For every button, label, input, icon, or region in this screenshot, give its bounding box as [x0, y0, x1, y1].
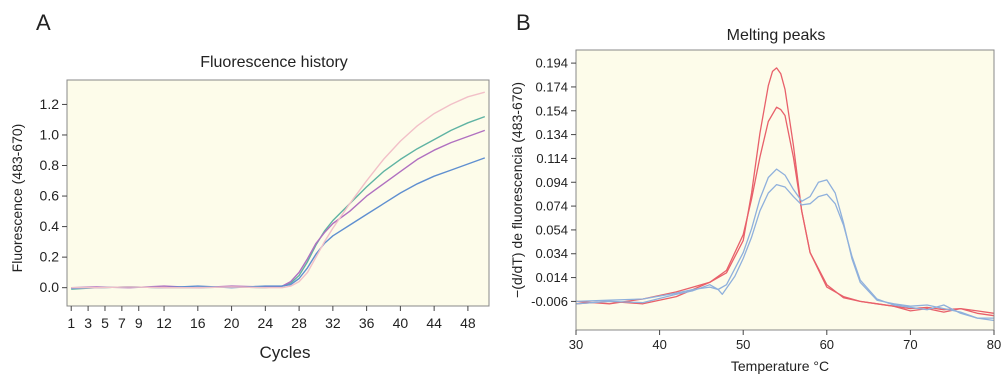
chart-a-x-tick-label: 28 — [291, 315, 307, 331]
chart-a-plot-area — [67, 80, 489, 306]
chart-a-x-tick-label: 7 — [118, 315, 126, 331]
chart-b-y-tick-label: -0.006 — [531, 294, 568, 309]
chart-a-series-group — [71, 91, 486, 290]
chart-b-y-tick-label: 0.134 — [535, 127, 568, 142]
chart-b-x-label: Temperature °C — [731, 358, 829, 374]
chart-a-y-ticks: 0.0 0.2 0.4 0.6 0.8 1.0 1.2 — [40, 96, 67, 295]
chart-a-y-tick-label: 1.2 — [40, 96, 60, 112]
chart-a-x-tick-label: 44 — [426, 315, 442, 331]
chart-a-x-label: Cycles — [259, 343, 310, 362]
chart-b-series-group — [575, 67, 995, 322]
chart-a-frame — [66, 79, 490, 307]
chart-a-x-ticks: 1 3 5 7 9 12 16 20 24 28 32 36 40 44 48 — [67, 306, 476, 331]
chart-a-x-tick-label: 3 — [84, 315, 92, 331]
chart-b-x-tick-label: 60 — [820, 337, 834, 352]
chart-a-x-tick-label: 20 — [224, 315, 240, 331]
chart-b-x-tick-label: 50 — [736, 337, 750, 352]
chart-b-title: Melting peaks — [727, 27, 826, 44]
chart-a-y-label: Fluorescence (483-670) — [9, 124, 25, 273]
chart-b-x-tick-label: 30 — [569, 337, 583, 352]
chart-b-y-tick-label: 0.054 — [535, 222, 568, 237]
chart-a-y-tick-label: 0.0 — [40, 279, 60, 295]
chart-a-x-tick-label: 36 — [359, 315, 375, 331]
chart-a-y-tick-label: 0.8 — [40, 157, 60, 173]
chart-a-x-tick-label: 16 — [190, 315, 206, 331]
chart-a-x-tick-label: 24 — [258, 315, 274, 331]
chart-b-x-tick-label: 70 — [903, 337, 917, 352]
chart-b-y-tick-label: 0.154 — [535, 103, 568, 118]
chart-b-series-line-3 — [575, 168, 995, 322]
chart-b-frame — [575, 49, 995, 331]
panel-a-letter: A — [36, 10, 51, 35]
chart-b-y-tick-label: 0.114 — [536, 151, 568, 166]
chart-a-x-tick-label: 40 — [393, 315, 409, 331]
chart-a-series-line-4 — [71, 91, 485, 289]
chart-b-y-tick-label: 0.174 — [535, 79, 568, 94]
chart-a-x-tick-label: 1 — [67, 315, 75, 331]
chart-b-y-label: −(d/dT) de fluorescencia (483-670) — [509, 82, 525, 298]
chart-b-y-tick-label: 0.034 — [535, 246, 568, 261]
chart-a-y-tick-label: 1.0 — [40, 126, 60, 142]
chart-b-x-tick-label: 40 — [652, 337, 666, 352]
chart-a-y-tick-label: 0.4 — [40, 218, 60, 234]
chart-b-series-line-4 — [575, 183, 994, 319]
chart-a-series-line-3 — [71, 157, 486, 290]
chart-b-y-ticks: -0.006 0.014 0.034 0.054 0.074 0.094 0.114 0.13… — [531, 56, 576, 309]
chart-a-y-tick-label: 0.2 — [40, 249, 60, 265]
chart-a-x-tick-label: 12 — [156, 315, 172, 331]
chart-b-y-tick-label: 0.094 — [535, 175, 568, 190]
panel-b-letter: B — [516, 10, 531, 35]
chart-a-y-tick-label: 0.6 — [40, 188, 60, 204]
chart-b-x-tick-label: 80 — [987, 337, 1001, 352]
chart-b-plot-area — [576, 50, 994, 330]
chart-a-x-tick-label: 32 — [325, 315, 341, 331]
chart-b-y-tick-label: 0.014 — [535, 270, 568, 285]
chart-a-x-tick-label: 9 — [135, 315, 143, 331]
chart-a-x-tick-label: 5 — [101, 315, 109, 331]
chart-b-y-tick-label: 0.194 — [535, 56, 568, 71]
chart-a-title: Fluorescence history — [200, 54, 348, 71]
chart-b-y-tick-label: 0.074 — [535, 199, 568, 214]
chart-b-series-line-2 — [575, 106, 995, 317]
chart-a-x-tick-label: 48 — [460, 315, 476, 331]
chart-b-x-ticks: 30 40 50 60 70 80 — [569, 330, 1001, 352]
